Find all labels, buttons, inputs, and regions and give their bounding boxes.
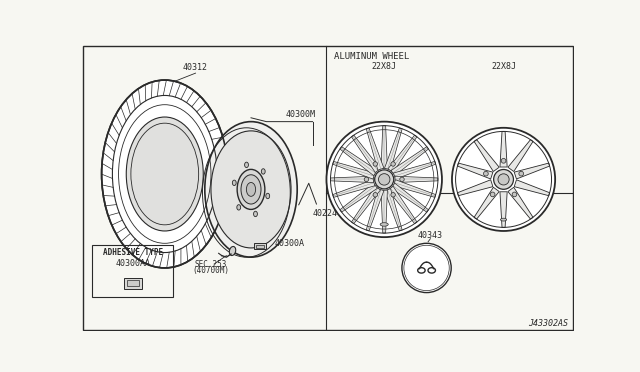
Polygon shape	[458, 180, 493, 196]
Text: ADHESIVE TYPE: ADHESIVE TYPE	[103, 248, 163, 257]
Polygon shape	[388, 186, 417, 224]
Circle shape	[364, 177, 369, 182]
Polygon shape	[333, 161, 375, 179]
Polygon shape	[366, 189, 384, 231]
Text: (40700M): (40700M)	[193, 266, 230, 275]
Text: ALUMINUM WHEEL: ALUMINUM WHEEL	[334, 52, 410, 61]
Text: 40300AA: 40300AA	[115, 259, 150, 268]
Ellipse shape	[380, 223, 388, 226]
Polygon shape	[351, 186, 380, 224]
Polygon shape	[340, 147, 378, 176]
Circle shape	[400, 177, 404, 182]
Bar	[127, 280, 139, 286]
Ellipse shape	[418, 268, 425, 273]
Circle shape	[374, 170, 394, 189]
Circle shape	[373, 193, 378, 197]
Ellipse shape	[232, 180, 236, 186]
Ellipse shape	[261, 169, 265, 174]
Polygon shape	[340, 183, 378, 212]
Circle shape	[391, 193, 396, 197]
Circle shape	[493, 170, 513, 189]
Text: 40300A: 40300A	[274, 239, 304, 248]
Ellipse shape	[244, 162, 248, 167]
Ellipse shape	[102, 80, 228, 268]
Circle shape	[452, 128, 555, 231]
Polygon shape	[388, 135, 417, 173]
Polygon shape	[351, 135, 380, 173]
Polygon shape	[385, 128, 402, 170]
Circle shape	[378, 174, 390, 185]
Polygon shape	[508, 140, 533, 171]
Circle shape	[484, 171, 488, 176]
Polygon shape	[385, 189, 402, 231]
Polygon shape	[500, 192, 507, 227]
Text: 40300M: 40300M	[369, 180, 399, 189]
Polygon shape	[366, 128, 384, 170]
Ellipse shape	[237, 205, 241, 210]
Text: 40224: 40224	[312, 209, 338, 218]
Bar	[257, 245, 264, 248]
Polygon shape	[395, 176, 438, 183]
Polygon shape	[458, 163, 493, 179]
Ellipse shape	[241, 175, 261, 204]
Polygon shape	[474, 140, 499, 171]
Polygon shape	[330, 176, 373, 183]
Circle shape	[512, 192, 517, 197]
Ellipse shape	[237, 169, 265, 209]
Circle shape	[501, 158, 506, 163]
Circle shape	[391, 162, 396, 166]
Ellipse shape	[126, 117, 204, 231]
Polygon shape	[514, 163, 550, 179]
Circle shape	[326, 122, 442, 237]
Ellipse shape	[253, 211, 257, 217]
Polygon shape	[381, 190, 387, 233]
Ellipse shape	[229, 247, 236, 256]
Ellipse shape	[266, 193, 269, 199]
Circle shape	[490, 192, 495, 197]
Text: 40300M: 40300M	[285, 110, 316, 119]
Polygon shape	[500, 131, 507, 167]
Polygon shape	[508, 187, 533, 219]
Text: 40300MC: 40300MC	[492, 180, 527, 189]
Text: 40312: 40312	[183, 63, 208, 72]
Polygon shape	[394, 161, 436, 179]
Text: ORNAMENT: ORNAMENT	[334, 194, 377, 203]
Text: 22X8J: 22X8J	[372, 62, 397, 71]
Text: J43302AS: J43302AS	[528, 319, 568, 328]
Circle shape	[402, 243, 451, 293]
Ellipse shape	[205, 122, 297, 257]
Text: 22X8J: 22X8J	[491, 62, 516, 71]
Polygon shape	[391, 147, 429, 176]
Bar	[254, 243, 266, 250]
Bar	[92, 245, 173, 297]
Polygon shape	[514, 180, 550, 196]
Circle shape	[373, 162, 378, 166]
Ellipse shape	[211, 131, 291, 248]
Ellipse shape	[428, 268, 435, 273]
Polygon shape	[394, 180, 436, 198]
Polygon shape	[391, 183, 429, 212]
Circle shape	[498, 174, 509, 185]
Ellipse shape	[246, 183, 255, 196]
Bar	[124, 278, 142, 289]
Polygon shape	[333, 180, 375, 198]
Polygon shape	[381, 126, 387, 169]
Polygon shape	[474, 187, 499, 219]
Text: 40343: 40343	[418, 231, 443, 240]
Circle shape	[519, 171, 524, 176]
Ellipse shape	[500, 218, 507, 221]
Text: SEC.253: SEC.253	[195, 260, 227, 269]
